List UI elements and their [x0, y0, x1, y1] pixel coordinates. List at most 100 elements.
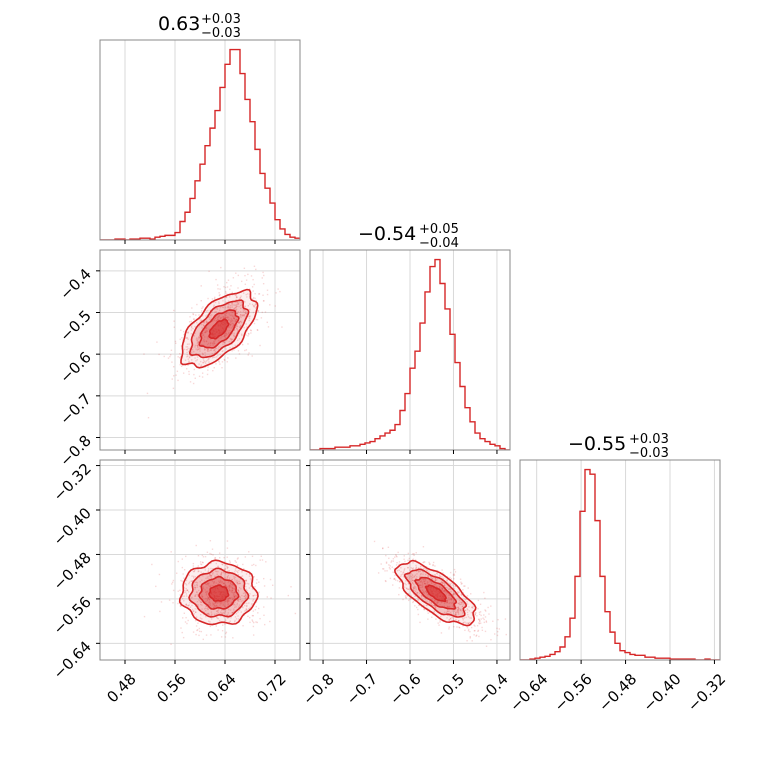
scatter-point	[233, 323, 236, 326]
scatter-point	[194, 594, 197, 596]
scatter-point	[233, 597, 236, 599]
scatter-point	[453, 573, 455, 575]
scatter-point	[205, 330, 207, 333]
scatter-point	[483, 591, 485, 594]
scatter-point	[190, 597, 192, 599]
scatter-point	[430, 581, 433, 584]
scatter-point	[234, 294, 237, 296]
scatter-point	[247, 335, 249, 337]
scatter-point	[187, 355, 189, 357]
scatter-point	[387, 546, 390, 549]
scatter-point	[249, 315, 251, 317]
scatter-point	[234, 576, 236, 579]
scatter-point	[192, 565, 195, 567]
scatter-point	[216, 606, 219, 608]
scatter-point	[204, 582, 207, 585]
scatter-point	[441, 569, 443, 571]
scatter-point	[224, 567, 226, 570]
scatter-point	[403, 568, 406, 570]
scatter-point	[183, 600, 185, 602]
scatter-point	[412, 600, 415, 603]
scatter-point	[215, 616, 218, 619]
scatter-point	[228, 587, 231, 589]
scatter-point	[256, 329, 259, 331]
scatter-point	[209, 574, 211, 576]
scatter-point	[403, 555, 405, 557]
scatter-point	[234, 606, 236, 608]
scatter-point	[430, 596, 432, 598]
scatter-point	[262, 300, 265, 302]
scatter-point	[190, 320, 192, 323]
scatter-point	[239, 320, 242, 323]
scatter-point	[412, 558, 415, 560]
scatter-point	[259, 617, 261, 620]
scatter-point	[408, 560, 411, 562]
scatter-point	[208, 590, 210, 592]
scatter-point	[194, 586, 196, 588]
scatter-point	[188, 604, 190, 606]
scatter-point	[446, 599, 449, 602]
scatter-point	[201, 326, 203, 329]
scatter-point	[236, 325, 239, 328]
scatter-point	[255, 318, 257, 321]
scatter-point	[210, 576, 212, 579]
scatter-point	[477, 630, 479, 633]
scatter-point	[196, 629, 199, 631]
scatter-point	[237, 287, 239, 289]
scatter-point	[473, 634, 475, 636]
scatter-point	[228, 319, 230, 322]
scatter-point	[451, 610, 453, 612]
scatter-point	[488, 613, 490, 615]
scatter-point	[198, 627, 201, 630]
scatter-point	[249, 621, 251, 624]
scatter-point	[206, 599, 208, 602]
scatter-point	[448, 605, 451, 608]
x-tick-label: −0.32	[684, 670, 729, 715]
scatter-point	[209, 601, 211, 603]
scatter-point	[458, 608, 460, 610]
scatter-point	[240, 600, 243, 602]
scatter-point	[228, 585, 230, 587]
scatter-point	[237, 583, 239, 585]
scatter-point	[191, 307, 193, 309]
scatter-point	[205, 340, 208, 343]
scatter-point	[218, 292, 220, 294]
scatter-point	[230, 601, 233, 604]
scatter-point	[223, 341, 226, 343]
scatter-point	[225, 336, 227, 339]
scatter-point	[403, 571, 405, 573]
scatter-point	[246, 589, 248, 592]
scatter-point	[420, 575, 422, 578]
scatter-point	[459, 578, 462, 580]
scatter-point	[245, 595, 248, 598]
scatter-point	[405, 583, 407, 586]
scatter-point	[206, 591, 209, 593]
scatter-point	[245, 592, 247, 595]
scatter-point	[203, 324, 205, 327]
scatter-point	[455, 613, 457, 615]
panel-scatter-param-1-vs-param-2: −0.8−0.7−0.6−0.5−0.4	[56, 249, 301, 470]
scatter-point	[240, 576, 242, 578]
scatter-point	[266, 289, 269, 291]
scatter-point	[217, 629, 219, 631]
scatter-point	[464, 629, 466, 632]
scatter-point	[232, 602, 235, 605]
scatter-point	[190, 353, 192, 355]
scatter-point	[223, 568, 225, 571]
scatter-point	[398, 561, 401, 563]
scatter-point	[455, 613, 457, 616]
scatter-point	[223, 310, 225, 313]
scatter-point	[215, 310, 217, 313]
scatter-point	[435, 572, 438, 574]
scatter-point	[200, 310, 203, 312]
scatter-point	[415, 567, 417, 569]
scatter-point	[469, 630, 471, 633]
scatter-point	[257, 310, 260, 312]
scatter-point	[422, 570, 424, 573]
scatter-point	[209, 552, 211, 555]
scatter-point	[204, 607, 207, 609]
scatter-point	[197, 568, 199, 571]
scatter-point	[241, 594, 243, 597]
scatter-point	[263, 300, 265, 302]
scatter-point	[224, 561, 226, 563]
